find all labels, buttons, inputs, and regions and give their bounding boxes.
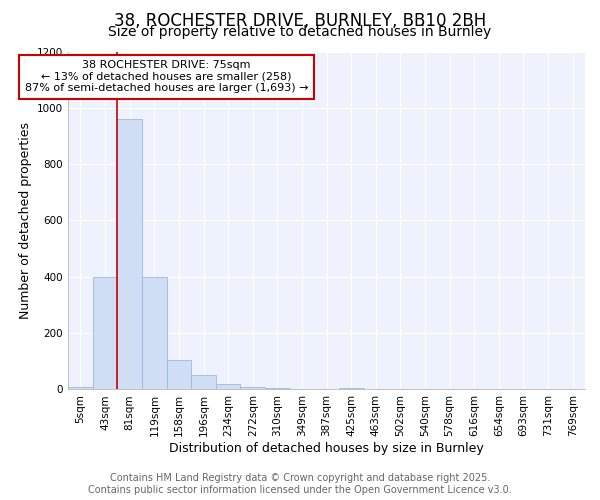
X-axis label: Distribution of detached houses by size in Burnley: Distribution of detached houses by size … [169,442,484,455]
Bar [265,388,290,390]
Bar [191,376,216,390]
Bar [216,384,241,390]
Bar [93,277,118,390]
Bar [68,386,93,390]
Text: Contains HM Land Registry data © Crown copyright and database right 2025.
Contai: Contains HM Land Registry data © Crown c… [88,474,512,495]
Y-axis label: Number of detached properties: Number of detached properties [19,122,32,319]
Bar [241,386,265,390]
Bar [167,360,191,390]
Bar [339,388,364,390]
Text: 38, ROCHESTER DRIVE, BURNLEY, BB10 2BH: 38, ROCHESTER DRIVE, BURNLEY, BB10 2BH [114,12,486,30]
Bar [142,277,167,390]
Bar [118,119,142,390]
Text: 38 ROCHESTER DRIVE: 75sqm
← 13% of detached houses are smaller (258)
87% of semi: 38 ROCHESTER DRIVE: 75sqm ← 13% of detac… [25,60,308,94]
Text: Size of property relative to detached houses in Burnley: Size of property relative to detached ho… [109,25,491,39]
